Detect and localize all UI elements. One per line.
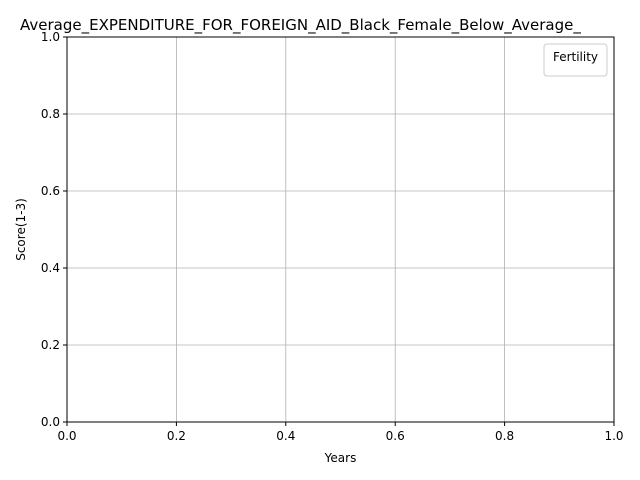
x-tick-label: 0.6: [386, 429, 405, 443]
x-axis-label: Years: [324, 451, 357, 465]
y-tick-label: 0.8: [41, 107, 60, 121]
y-tick-label: 1.0: [41, 30, 60, 44]
y-tick-label: 0.6: [41, 184, 60, 198]
x-tick-label: 1.0: [604, 429, 623, 443]
x-tick-label: 0.8: [495, 429, 514, 443]
legend: Fertility: [543, 43, 608, 77]
y-tick-label: 0.2: [41, 338, 60, 352]
y-tick-label: 0.4: [41, 261, 60, 275]
grid-lines: [66, 36, 615, 423]
legend-box: [543, 43, 608, 77]
x-tick-label: 0.0: [57, 429, 76, 443]
plot-frame: [66, 36, 615, 423]
legend-title: Fertility: [553, 50, 598, 64]
x-tick-label: 0.2: [167, 429, 186, 443]
y-tick-label: 0.0: [41, 415, 60, 429]
x-tick-label: 0.4: [276, 429, 295, 443]
y-axis-label: Score(1-3): [14, 198, 28, 261]
chart-title: Average_EXPENDITURE_FOR_FOREIGN_AID_Blac…: [20, 16, 581, 35]
axis-ticks: 0.0 0.2 0.4 0.6 0.8 1.0 0.0 0.2 0.4 0.6 0.8 1.0: [41, 30, 624, 443]
